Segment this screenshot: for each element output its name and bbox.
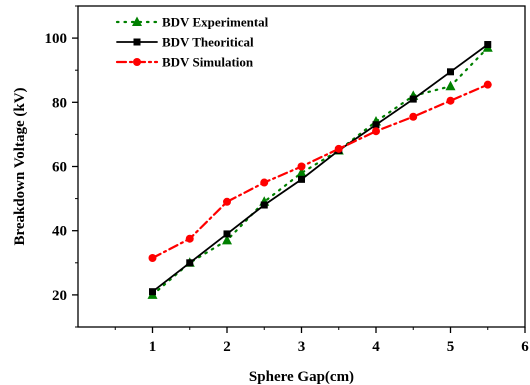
simulation-data-point <box>148 253 157 262</box>
experimental-data-point <box>296 167 307 177</box>
x-axis-title: Sphere Gap(cm) <box>249 369 354 385</box>
x-tick-label: 2 <box>223 339 231 355</box>
simulation-data-point <box>334 144 343 153</box>
simulation-data-point <box>409 112 418 121</box>
simulation-data-point <box>446 96 455 105</box>
y-tick-label: 40 <box>52 224 67 240</box>
simulation-data-point <box>260 178 269 187</box>
theoretical-data-point <box>484 41 492 49</box>
legend-marker <box>132 16 142 26</box>
theoretical-data-point <box>298 175 305 183</box>
legend-label: BDV Experimental <box>162 15 269 30</box>
theoretical-data-point <box>372 121 380 129</box>
simulation-data-point <box>223 197 231 206</box>
theoretical-data-point <box>149 288 156 296</box>
simulation-data-point <box>372 127 380 136</box>
y-tick-label: 80 <box>52 95 67 111</box>
theoretical-data-point <box>447 68 454 76</box>
experimental-data-point <box>445 80 456 91</box>
theoretical-data-point <box>260 201 268 209</box>
x-tick-label: 3 <box>298 339 306 355</box>
y-tick-label: 20 <box>52 288 67 304</box>
theoretical-data-point <box>223 230 231 238</box>
legend-item-theoretical: BDV Theoritical <box>116 35 254 50</box>
legend: BDV Experimental BDV Theoritical BDV Simul… <box>115 15 269 70</box>
experimental-series-line <box>151 46 489 296</box>
x-tick-label: 1 <box>149 339 157 355</box>
simulation-data-point <box>185 234 194 243</box>
simulation-data-point <box>483 80 492 89</box>
legend-item-experimental: BDV Experimental <box>115 15 269 30</box>
simulation-data-point <box>297 162 306 171</box>
legend-item-simulation: BDV Simulation <box>115 55 254 70</box>
x-tick-label: 4 <box>372 339 380 355</box>
simulation-series-line <box>151 83 489 260</box>
theoretical-series-line <box>151 43 489 293</box>
legend-label: BDV Theoritical <box>162 35 254 50</box>
y-axis-title: Breakdown Voltage (kV) <box>12 87 28 245</box>
legend-marker <box>133 58 141 66</box>
x-tick-label: 5 <box>447 339 455 355</box>
legend-marker <box>133 38 141 46</box>
theoretical-data-point <box>409 95 417 103</box>
theoretical-data-point <box>186 259 194 267</box>
y-tick-label: 100 <box>45 31 68 47</box>
x-tick-label: 6 <box>521 339 529 355</box>
y-tick-label: 60 <box>52 160 67 176</box>
experimental-data-point <box>222 234 232 245</box>
legend-label: BDV Simulation <box>162 55 254 70</box>
